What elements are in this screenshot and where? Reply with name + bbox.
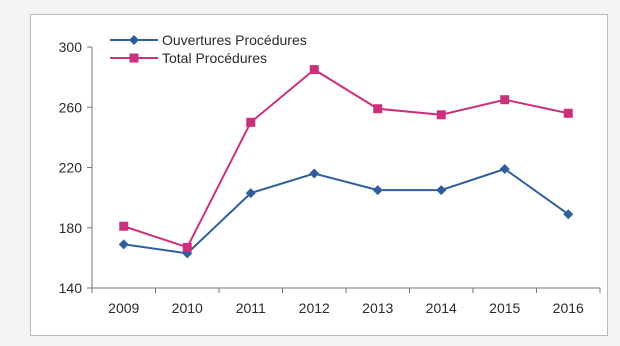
legend-marker-square: [129, 53, 139, 63]
data-point-diamond: [372, 185, 383, 196]
y-tick-label: 260: [59, 99, 83, 115]
x-tick-label: 2012: [299, 300, 330, 316]
series-2: [119, 65, 573, 252]
y-tick-label: 180: [59, 220, 83, 236]
x-tick-label: 2015: [489, 300, 520, 316]
data-point-diamond: [563, 209, 574, 220]
series-layer: [118, 65, 574, 259]
data-point-square: [563, 108, 573, 118]
legend: Ouvertures Procédures Total Procédures: [110, 32, 307, 66]
series-line: [123, 68, 569, 249]
data-point-diamond: [436, 185, 447, 196]
legend-item: Total Procédures: [110, 50, 267, 66]
y-tick-label: 220: [59, 160, 83, 176]
data-point-square: [119, 221, 129, 231]
data-point-square: [373, 104, 383, 114]
legend-label: Ouvertures Procédures: [162, 32, 307, 48]
legend-marker-diamond: [129, 35, 139, 45]
axes: 140 180 220 260 300 2009 2010 2011 2012 2013 2014 2…: [59, 39, 601, 316]
x-tick-label: 2010: [172, 300, 203, 316]
data-point-diamond: [245, 188, 256, 199]
data-point-diamond: [499, 164, 510, 175]
x-tick-label: 2016: [553, 300, 584, 316]
x-tick-label: 2009: [108, 300, 139, 316]
series-1: [118, 164, 574, 259]
data-point-square: [500, 95, 510, 105]
series-line: [123, 167, 569, 255]
x-tick-label: 2011: [236, 300, 266, 316]
x-tick-label: 2014: [426, 300, 457, 316]
data-point-square: [309, 65, 319, 75]
data-point-diamond: [309, 168, 320, 179]
data-point-square: [436, 110, 446, 120]
y-tick-label: 140: [59, 280, 83, 296]
x-tick-label: 2013: [362, 300, 393, 316]
data-point-square: [246, 117, 256, 127]
data-point-square: [182, 242, 192, 252]
legend-label: Total Procédures: [162, 50, 267, 66]
legend-item: Ouvertures Procédures: [110, 32, 307, 48]
data-point-diamond: [118, 239, 129, 250]
y-tick-label: 300: [59, 39, 83, 55]
